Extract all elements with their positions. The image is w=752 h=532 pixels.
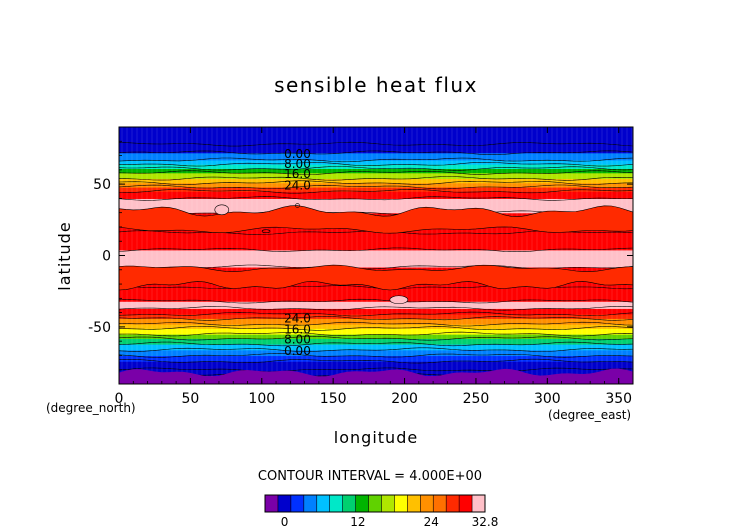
contour-label: 0.00	[284, 344, 311, 358]
colorbar-swatch	[342, 495, 356, 512]
y-tick-label: 0	[102, 249, 111, 265]
y-unit-label: (degree_north)	[46, 401, 136, 415]
colorbar-tick-label: 24	[424, 515, 439, 529]
colorbar-swatch	[446, 495, 460, 512]
colorbar-tick-label: 12	[350, 515, 365, 529]
pink-spot	[214, 204, 230, 216]
x-tick-label: 200	[391, 391, 418, 407]
orange-region	[119, 264, 633, 291]
contour-label: 24.0	[284, 311, 311, 325]
contour-label: 8.00	[284, 333, 311, 347]
colorbar-ticks: 0 12 24 32.8	[281, 515, 499, 529]
colorbar-swatch	[420, 495, 434, 512]
x-tick-label: 300	[534, 391, 561, 407]
y-axis: -50 0 50	[88, 140, 633, 371]
colorbar-swatch	[433, 495, 447, 512]
colorbar-swatch	[316, 495, 331, 512]
colorbar-swatch	[472, 495, 486, 512]
colorbar-swatch	[381, 495, 395, 512]
contour-interval-label: CONTOUR INTERVAL = 4.000E+00	[258, 469, 482, 484]
orange-region	[119, 205, 633, 234]
pink-spot	[389, 295, 409, 305]
x-axis-title: longitude	[334, 428, 418, 447]
contour-label: 24.0	[284, 179, 311, 193]
colorbar	[264, 494, 486, 513]
colorbar-tick-label: 0	[281, 515, 289, 529]
colorbar-swatch	[355, 495, 369, 512]
x-tick-label: 0	[115, 391, 124, 407]
contour-features	[119, 203, 633, 384]
colorbar-swatch	[290, 495, 305, 512]
purple-region	[119, 368, 633, 384]
y-tick-label: -50	[88, 320, 111, 336]
x-tick-label: 50	[181, 391, 199, 407]
colorbar-swatch	[368, 495, 382, 512]
colorbar-swatch	[459, 495, 473, 512]
x-unit-label: (degree_east)	[548, 408, 631, 422]
plot-texture	[119, 127, 633, 384]
colorbar-frame	[264, 494, 486, 513]
contour-label: 16.0	[284, 323, 311, 337]
colorbar-swatch	[265, 495, 279, 512]
x-tick-label: 350	[605, 391, 632, 407]
contour-label: 8.00	[284, 157, 311, 171]
chart-title: sensible heat flux	[274, 73, 478, 97]
contour-island	[261, 229, 271, 234]
colorbar-swatch	[303, 495, 318, 512]
x-axis: 0 50 100 150 200 250 300 350	[115, 127, 632, 407]
x-tick-label: 100	[248, 391, 275, 407]
colorbar-swatch	[394, 495, 408, 512]
x-tick-label: 250	[463, 391, 490, 407]
colorbar-swatch	[407, 495, 421, 512]
colorbar-swatch	[329, 495, 343, 512]
y-tick-label: 50	[93, 177, 111, 193]
contour-label: 0.00	[284, 147, 311, 161]
y-axis-title: latitude	[55, 221, 74, 290]
colorbar-tick-label: 32.8	[472, 515, 499, 529]
contour-island	[295, 203, 300, 208]
contour-label: 16.0	[284, 167, 311, 181]
x-tick-label: 150	[320, 391, 347, 407]
colorbar-swatch	[277, 495, 292, 512]
